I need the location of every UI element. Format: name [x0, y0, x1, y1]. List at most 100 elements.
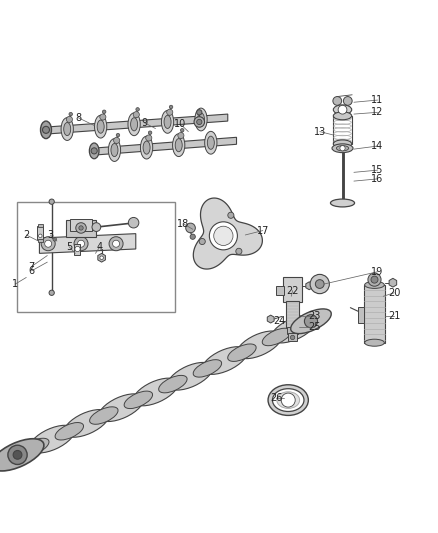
- Circle shape: [45, 240, 52, 247]
- Bar: [37, 226, 43, 240]
- Ellipse shape: [297, 312, 325, 330]
- Text: 14: 14: [371, 141, 384, 151]
- Circle shape: [333, 96, 342, 106]
- Ellipse shape: [173, 134, 185, 157]
- Circle shape: [236, 248, 242, 254]
- Bar: [283, 278, 302, 302]
- Circle shape: [186, 223, 195, 233]
- Ellipse shape: [108, 139, 120, 161]
- Text: 9: 9: [141, 118, 148, 128]
- Ellipse shape: [89, 143, 99, 159]
- Circle shape: [66, 116, 72, 123]
- Text: 19: 19: [371, 266, 384, 277]
- Ellipse shape: [159, 375, 187, 393]
- Circle shape: [209, 222, 237, 250]
- Circle shape: [79, 226, 83, 230]
- Text: 5: 5: [66, 242, 72, 252]
- Circle shape: [116, 133, 120, 137]
- Ellipse shape: [333, 112, 352, 120]
- Text: 20: 20: [388, 288, 400, 298]
- Ellipse shape: [21, 438, 49, 456]
- Text: 18: 18: [177, 219, 189, 229]
- Polygon shape: [92, 138, 237, 155]
- Circle shape: [310, 274, 329, 294]
- Ellipse shape: [0, 439, 44, 471]
- Ellipse shape: [207, 136, 214, 149]
- Circle shape: [41, 237, 55, 251]
- Ellipse shape: [336, 146, 349, 151]
- Ellipse shape: [332, 144, 353, 152]
- Text: 4: 4: [97, 242, 103, 252]
- Text: 26: 26: [270, 393, 282, 403]
- Circle shape: [133, 111, 139, 118]
- Circle shape: [197, 119, 202, 125]
- Circle shape: [290, 335, 295, 340]
- Ellipse shape: [64, 409, 109, 437]
- Ellipse shape: [131, 118, 138, 131]
- Circle shape: [371, 276, 378, 283]
- Bar: [286, 301, 299, 328]
- Bar: [364, 285, 385, 343]
- Ellipse shape: [55, 423, 84, 440]
- Ellipse shape: [193, 360, 222, 377]
- Circle shape: [69, 112, 72, 116]
- Text: 2: 2: [23, 230, 29, 240]
- Circle shape: [178, 133, 184, 139]
- Ellipse shape: [0, 441, 40, 469]
- Text: 3: 3: [47, 230, 53, 240]
- Polygon shape: [389, 278, 397, 287]
- Ellipse shape: [277, 392, 300, 408]
- Ellipse shape: [143, 141, 150, 154]
- Text: 12: 12: [371, 107, 384, 117]
- Ellipse shape: [198, 113, 205, 126]
- Text: 17: 17: [257, 225, 269, 236]
- Text: 21: 21: [388, 311, 400, 320]
- Circle shape: [78, 240, 85, 247]
- Circle shape: [102, 110, 106, 114]
- Ellipse shape: [95, 115, 107, 138]
- Circle shape: [167, 109, 173, 115]
- Text: 15: 15: [371, 165, 384, 175]
- Text: 22: 22: [286, 286, 299, 296]
- Ellipse shape: [40, 121, 52, 139]
- Ellipse shape: [133, 378, 178, 406]
- Bar: [276, 286, 284, 295]
- Bar: [287, 327, 298, 334]
- Text: 24: 24: [273, 316, 286, 326]
- Ellipse shape: [162, 110, 174, 133]
- Ellipse shape: [141, 136, 153, 159]
- Ellipse shape: [291, 309, 331, 334]
- Circle shape: [13, 450, 22, 459]
- Circle shape: [100, 256, 103, 260]
- Bar: [358, 307, 364, 324]
- Circle shape: [128, 217, 139, 228]
- Bar: [66, 220, 96, 237]
- Ellipse shape: [262, 328, 291, 346]
- Ellipse shape: [333, 105, 352, 115]
- Text: 8: 8: [75, 112, 81, 123]
- Circle shape: [8, 445, 27, 464]
- Polygon shape: [193, 198, 262, 269]
- Ellipse shape: [330, 199, 355, 207]
- Text: 1: 1: [12, 279, 18, 289]
- Circle shape: [76, 223, 86, 233]
- Circle shape: [315, 280, 324, 288]
- Ellipse shape: [90, 407, 118, 424]
- Ellipse shape: [364, 339, 385, 346]
- Circle shape: [228, 212, 234, 219]
- Circle shape: [170, 105, 173, 109]
- Ellipse shape: [124, 391, 152, 409]
- Circle shape: [368, 273, 381, 286]
- Circle shape: [197, 110, 202, 115]
- Text: 10: 10: [174, 119, 187, 129]
- Ellipse shape: [272, 389, 304, 411]
- Text: 7: 7: [28, 262, 35, 271]
- Polygon shape: [267, 315, 274, 323]
- Circle shape: [148, 131, 152, 134]
- Ellipse shape: [237, 331, 282, 359]
- Text: 6: 6: [28, 266, 35, 276]
- Polygon shape: [39, 233, 136, 253]
- Circle shape: [75, 246, 80, 252]
- Ellipse shape: [228, 344, 256, 361]
- Circle shape: [49, 199, 54, 204]
